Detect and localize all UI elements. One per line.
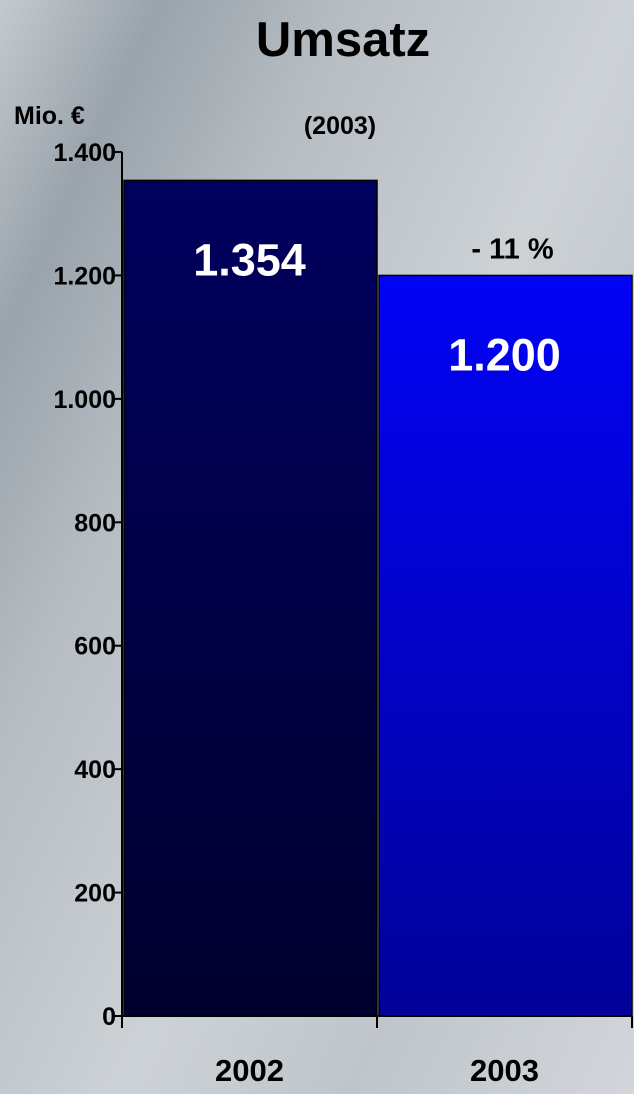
axes-layer bbox=[112, 151, 633, 1028]
chart-title: Umsatz bbox=[256, 13, 430, 67]
y-tick-label: 1.000 bbox=[53, 386, 116, 414]
y-tick-label: 0 bbox=[102, 1003, 116, 1031]
bar-2003 bbox=[378, 274, 633, 1017]
y-tick-label: 1.200 bbox=[53, 262, 116, 290]
data-label: 1.200 bbox=[448, 329, 561, 380]
labels-layer: 0 200 400 600 800 1.000 1.200 1.400 2002 2003 1.35… bbox=[53, 139, 560, 1088]
x-tick-label: 2003 bbox=[470, 1053, 539, 1088]
x-tick-label: 2002 bbox=[215, 1053, 284, 1088]
bar-2002 bbox=[123, 179, 378, 1017]
data-label: 1.354 bbox=[193, 234, 306, 285]
y-tick-label: 600 bbox=[74, 633, 116, 661]
y-tick-label: 400 bbox=[74, 756, 116, 784]
change-annotation: - 11 % bbox=[471, 233, 553, 265]
bars-layer bbox=[123, 179, 633, 1017]
y-tick-label: 1.400 bbox=[53, 139, 116, 167]
y-tick-label: 800 bbox=[74, 509, 116, 537]
chart-subtitle: (2003) bbox=[304, 112, 376, 140]
y-axis-label: Mio. € bbox=[14, 102, 85, 130]
y-tick-label: 200 bbox=[74, 880, 116, 908]
